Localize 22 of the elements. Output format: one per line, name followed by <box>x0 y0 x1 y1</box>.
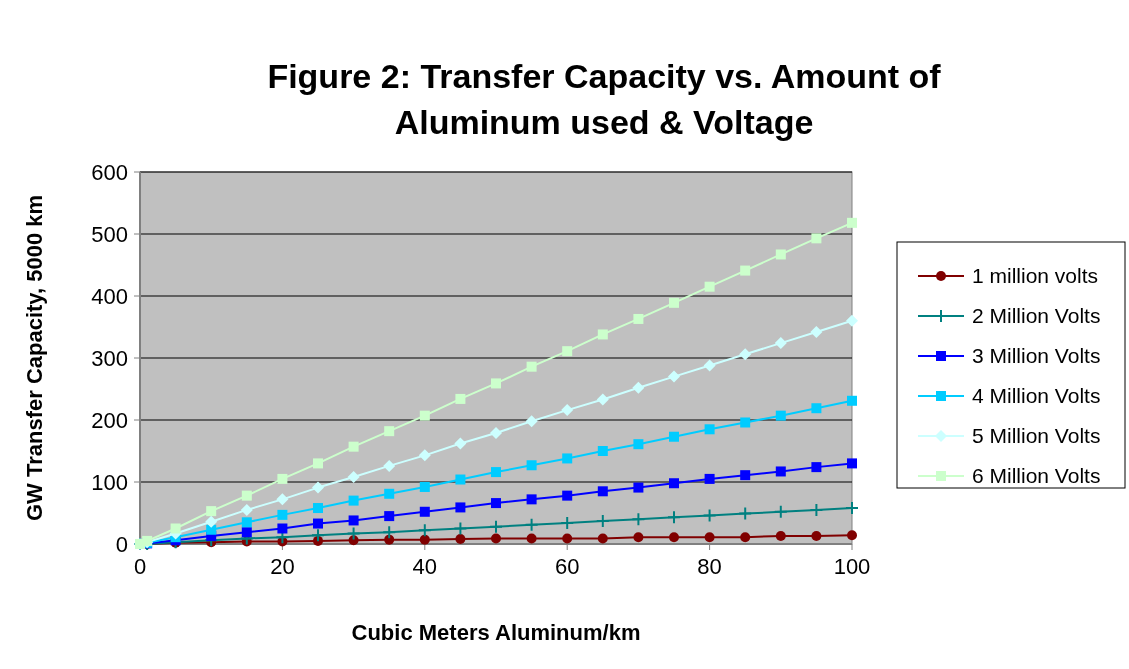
y-tick-label: 600 <box>91 159 128 185</box>
legend-label: 4 Million Volts <box>972 384 1101 408</box>
y-tick-label: 100 <box>91 469 128 495</box>
y-tick-label: 400 <box>91 283 128 309</box>
legend-label: 3 Million Volts <box>972 344 1101 368</box>
x-axis-title: Cubic Meters Aluminum/km <box>351 620 641 645</box>
x-tick-label: 40 <box>412 554 438 579</box>
legend-label: 2 Million Volts <box>972 304 1101 328</box>
y-tick-label: 0 <box>115 531 128 557</box>
y-tick-label: 500 <box>91 221 128 247</box>
x-tick-label: 100 <box>833 554 871 579</box>
y-tick-label: 300 <box>91 345 128 371</box>
x-tick-label: 80 <box>697 554 722 579</box>
y-axis-title: GW Transfer Capacity, 5000 km <box>22 194 47 522</box>
y-tick-label: 200 <box>91 407 128 433</box>
legend-label: 6 Million Volts <box>972 464 1101 488</box>
legend-label: 1 million volts <box>972 264 1099 288</box>
legend-label: 5 Million Volts <box>972 424 1101 448</box>
x-tick-label: 0 <box>133 554 147 579</box>
chart-title: Figure 2: Transfer Capacity vs. Amount of Aluminum used & Voltage <box>267 57 942 141</box>
x-tick-label: 60 <box>554 554 580 579</box>
x-tick-label: 20 <box>270 554 295 579</box>
